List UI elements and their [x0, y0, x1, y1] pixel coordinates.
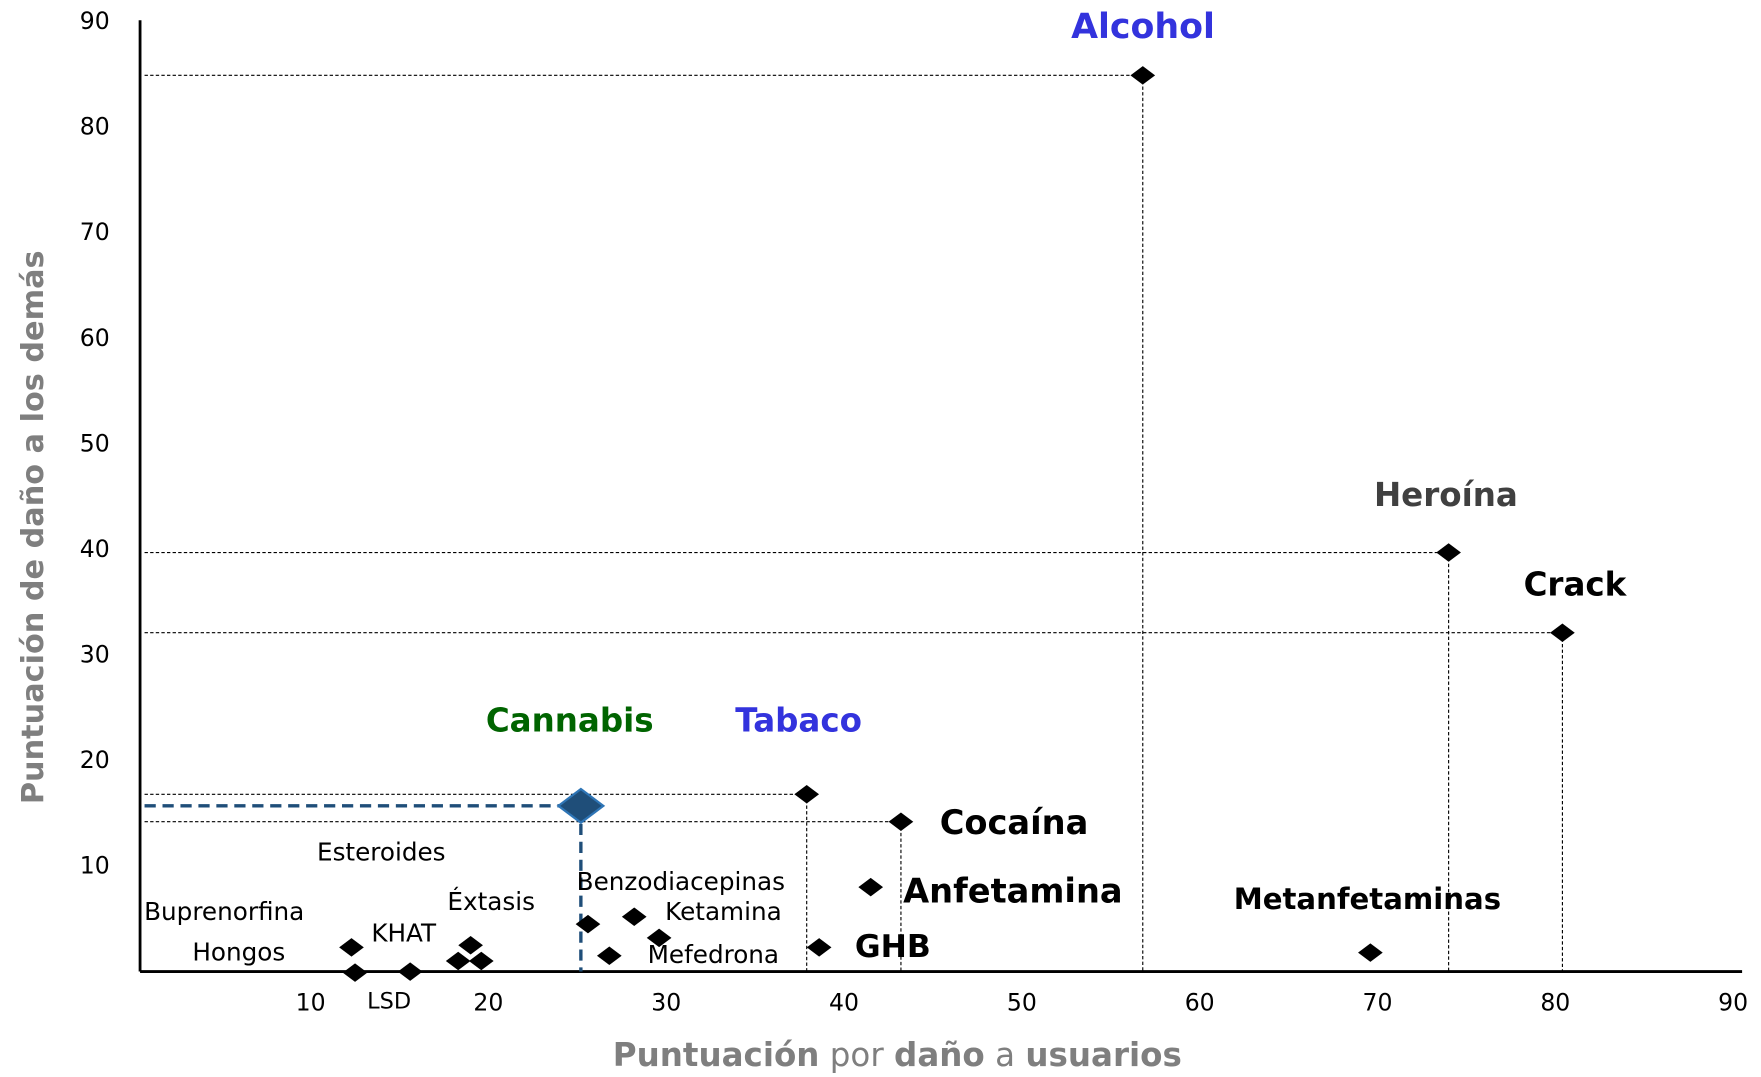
- point: [646, 928, 672, 948]
- y-tick-label: 20: [80, 746, 110, 774]
- x-title-part: a: [995, 1036, 1015, 1074]
- x-tick-label: 20: [473, 989, 503, 1017]
- y-tick-label: 50: [80, 429, 110, 457]
- y-tick-label: 70: [80, 218, 110, 246]
- y-tick-label: 90: [80, 7, 110, 35]
- point: [575, 914, 601, 934]
- x-tick-label: 10: [296, 989, 326, 1017]
- point: [794, 784, 820, 804]
- point: [397, 962, 423, 981]
- x-title-part: usuarios: [1025, 1036, 1181, 1074]
- point-label: GHB: [855, 929, 931, 965]
- point-label: Anfetamina: [903, 872, 1122, 911]
- y-tick-label: 80: [80, 113, 110, 141]
- point: [556, 787, 606, 825]
- x-title-part: por: [830, 1036, 885, 1074]
- point-label: Metanfetaminas: [1234, 882, 1501, 916]
- point-label: LSD: [367, 988, 411, 1014]
- point: [858, 877, 884, 897]
- point-label: Cocaína: [940, 803, 1089, 842]
- y-tick-label: 30: [80, 640, 110, 668]
- y-axis-title: Puntuación de daño a los demás: [16, 250, 51, 804]
- x-tick-label: 60: [1185, 989, 1215, 1017]
- point: [458, 935, 483, 955]
- point: [1358, 943, 1383, 962]
- x-tick-label: 30: [651, 989, 681, 1017]
- point-label: KHAT: [371, 919, 437, 948]
- x-tick-label: 70: [1363, 989, 1393, 1017]
- point: [445, 951, 471, 971]
- point: [806, 938, 832, 957]
- point-label: Tabaco: [735, 701, 862, 739]
- point-label: Heroína: [1374, 476, 1518, 514]
- x-tick-label: 40: [829, 989, 859, 1017]
- y-tick-label: 60: [80, 324, 110, 352]
- point-label: Buprenorfina: [144, 897, 304, 926]
- x-tick-label: 50: [1007, 989, 1037, 1017]
- point-label: Ketamina: [665, 897, 782, 926]
- point: [339, 938, 364, 957]
- x-tick-label: 80: [1540, 989, 1570, 1017]
- point-label: Crack: [1524, 566, 1628, 604]
- point-label: Benzodiacepinas: [577, 867, 785, 896]
- point: [888, 812, 914, 831]
- point: [468, 951, 494, 971]
- x-axis-title: Puntuación por daño a usuarios: [613, 1036, 1182, 1074]
- point-label: Esteroides: [317, 838, 446, 867]
- point: [1130, 66, 1156, 85]
- point: [342, 963, 368, 982]
- point: [1436, 543, 1461, 562]
- point-label: Mefedrona: [648, 940, 779, 969]
- point: [1550, 623, 1575, 642]
- y-tick-label: 10: [80, 852, 110, 880]
- point-label: Hongos: [192, 938, 285, 967]
- y-tick-label: 40: [80, 535, 110, 563]
- x-title-part: Puntuación: [613, 1036, 820, 1074]
- x-title-part: daño: [894, 1036, 985, 1074]
- point: [621, 907, 647, 926]
- point-label: Éxtasis: [447, 887, 535, 916]
- point: [596, 946, 622, 966]
- point-label: Alcohol: [1071, 7, 1215, 47]
- x-tick-label: 90: [1718, 989, 1748, 1017]
- point-label: Cannabis: [486, 701, 654, 739]
